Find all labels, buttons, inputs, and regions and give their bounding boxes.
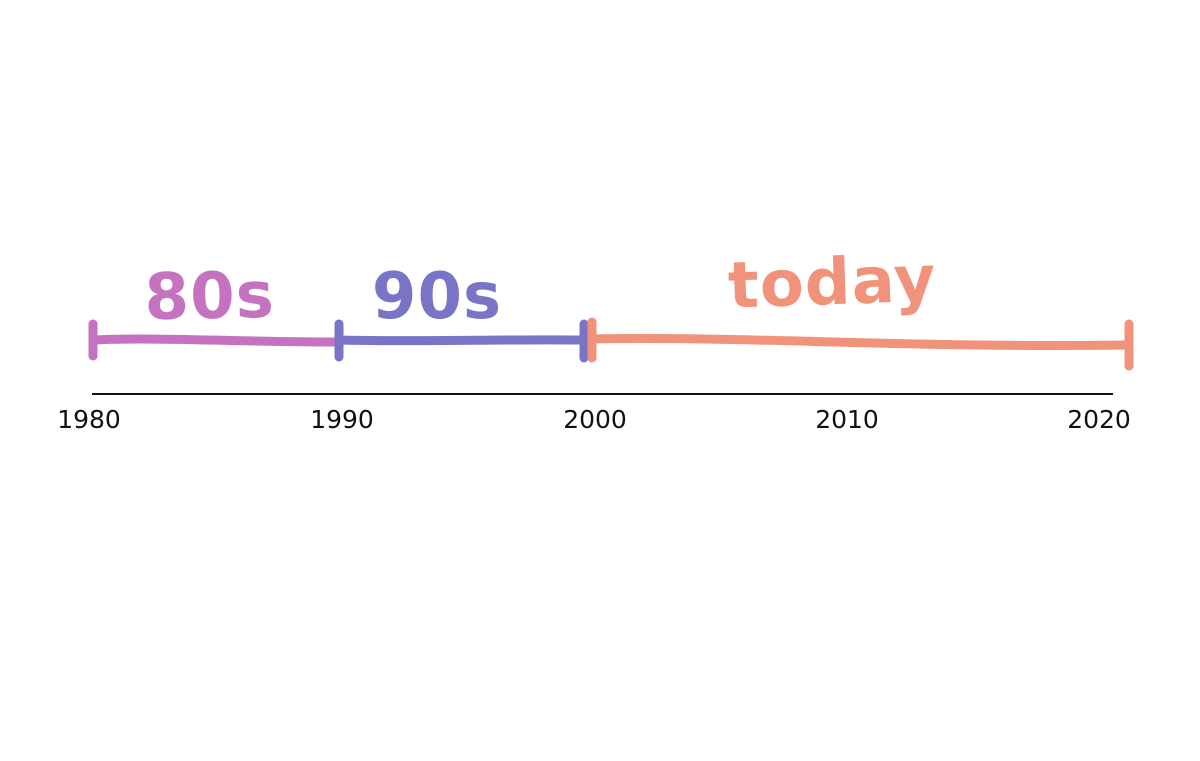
era-today-label: today — [727, 242, 938, 323]
year-label-1980: 1980 — [57, 405, 121, 434]
era-80s: 80s — [88, 259, 340, 361]
era-90s-label: 90s — [372, 260, 502, 334]
era-80s-bar — [88, 334, 340, 347]
year-labels: 1980 1990 2000 2010 2020 — [57, 405, 1131, 434]
era-today: today — [587, 242, 1134, 371]
era-80s-label: 80s — [144, 259, 275, 335]
era-90s: 90s — [334, 260, 589, 363]
year-label-2020: 2020 — [1067, 405, 1131, 434]
era-today-bar — [587, 334, 1133, 350]
year-label-2000: 2000 — [563, 405, 627, 434]
year-label-2010: 2010 — [815, 405, 879, 434]
era-90s-bar — [334, 335, 589, 346]
year-label-1990: 1990 — [310, 405, 374, 434]
